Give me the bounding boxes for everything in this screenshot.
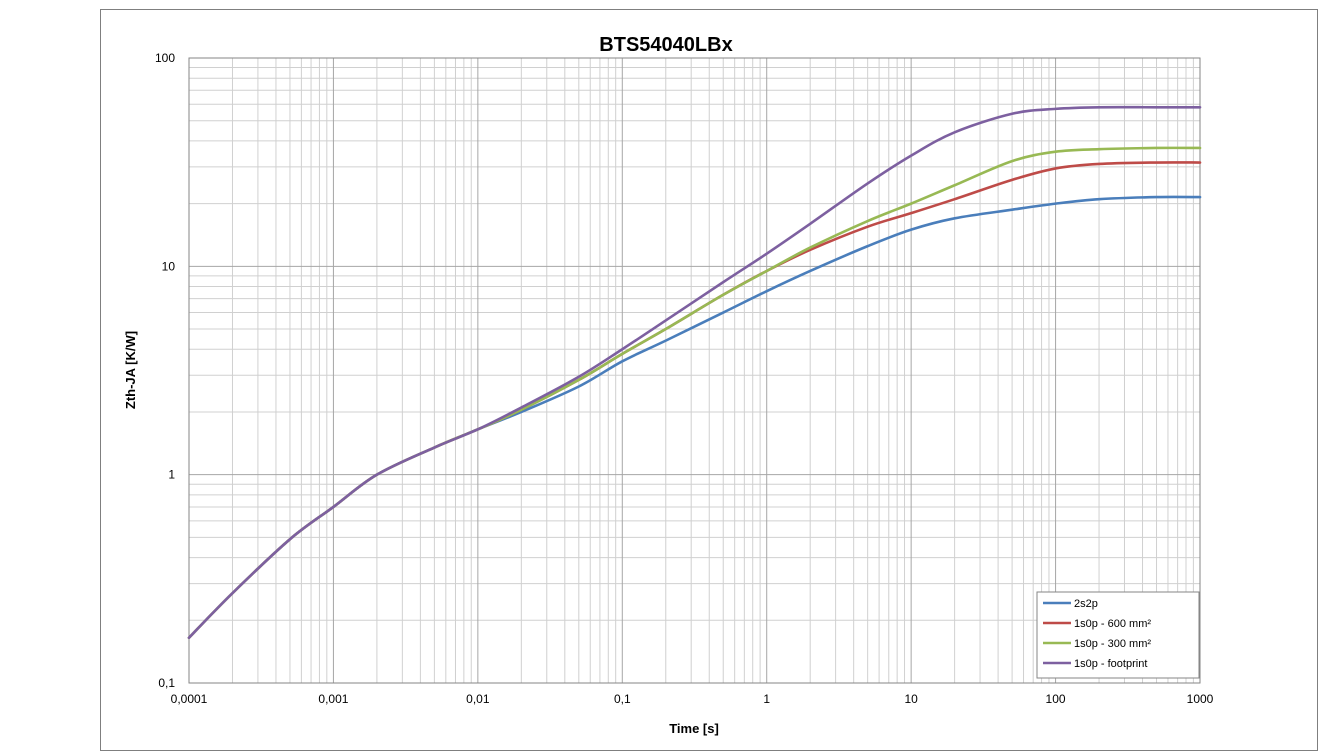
legend-label: 1s0p - footprint (1074, 658, 1147, 670)
x-tick-label: 0,1 (614, 692, 631, 706)
y-tick-label: 1 (168, 468, 175, 482)
y-tick-labels: 0,1 1 10 100 (155, 51, 175, 690)
series-line-1 (189, 162, 1200, 637)
series-line-3 (189, 107, 1200, 638)
legend-label: 2s2p (1074, 598, 1098, 610)
x-axis-title: Time [s] (669, 721, 719, 736)
x-tick-label: 100 (1046, 692, 1066, 706)
x-tick-label: 1 (763, 692, 770, 706)
series-line-2 (189, 148, 1200, 638)
y-axis-title: Zth-JA [K/W] (123, 331, 138, 409)
chart-frame: BTS54040LBx 0,0001 0,001 0,01 0,1 1 10 100 1000… (100, 9, 1318, 751)
x-tick-label: 0,01 (466, 692, 490, 706)
chart-title: BTS54040LBx (599, 34, 732, 56)
chart-svg: BTS54040LBx 0,0001 0,001 0,01 0,1 1 10 100 1000… (101, 10, 1319, 752)
y-tick-label: 0,1 (158, 676, 175, 690)
y-tick-label: 10 (162, 259, 176, 273)
x-tick-label: 10 (904, 692, 918, 706)
x-tick-label: 0,0001 (171, 692, 208, 706)
x-tick-labels: 0,0001 0,001 0,01 0,1 1 10 100 1000 (171, 692, 1214, 706)
legend: 2s2p 1s0p - 600 mm² 1s0p - 300 mm² 1s0p - f… (1037, 592, 1199, 678)
series-line-0 (189, 197, 1200, 638)
x-tick-label: 1000 (1187, 692, 1214, 706)
legend-label: 1s0p - 300 mm² (1074, 638, 1151, 650)
x-tick-label: 0,001 (318, 692, 348, 706)
series-lines (189, 107, 1200, 638)
y-tick-label: 100 (155, 51, 175, 65)
legend-label: 1s0p - 600 mm² (1074, 618, 1151, 630)
